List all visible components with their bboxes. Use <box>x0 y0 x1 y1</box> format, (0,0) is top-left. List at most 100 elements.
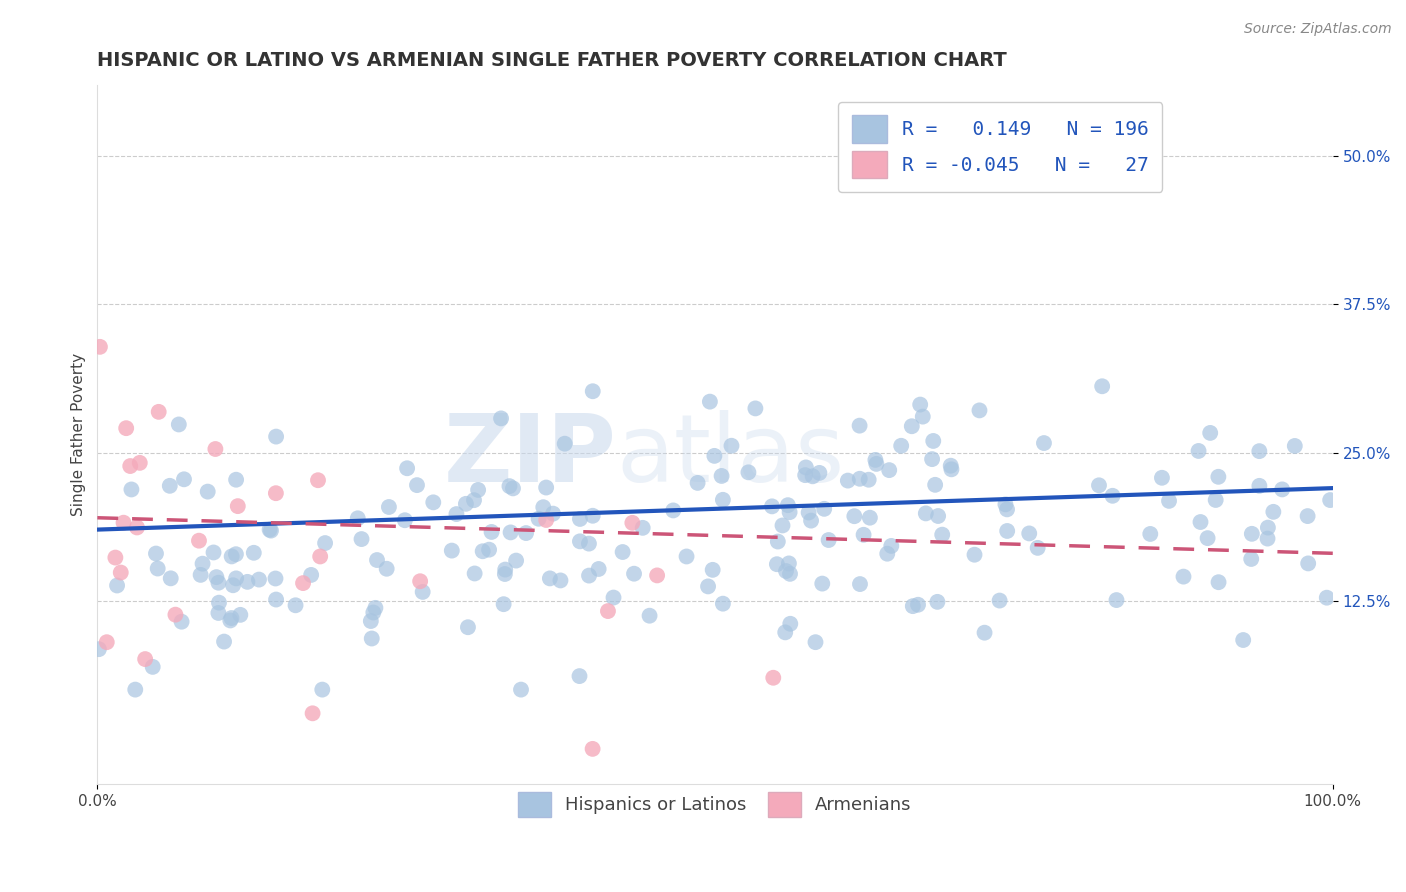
Point <box>481 524 503 539</box>
Point <box>766 534 789 549</box>
Point <box>406 478 429 492</box>
Point <box>776 498 799 512</box>
Point <box>124 682 146 697</box>
Point <box>797 506 820 520</box>
Legend: Hispanics or Latinos, Armenians: Hispanics or Latinos, Armenians <box>512 784 920 824</box>
Point <box>307 473 329 487</box>
Point <box>773 625 796 640</box>
Point <box>737 466 759 480</box>
Point <box>849 577 872 591</box>
Point <box>471 544 494 558</box>
Point <box>360 614 382 628</box>
Point <box>697 579 720 593</box>
Point <box>710 469 733 483</box>
Point <box>837 474 859 488</box>
Point <box>1232 633 1254 648</box>
Point <box>775 564 797 578</box>
Point <box>534 481 557 495</box>
Point <box>363 606 385 620</box>
Point <box>1284 439 1306 453</box>
Point <box>813 501 835 516</box>
Point <box>505 553 527 567</box>
Point <box>880 539 903 553</box>
Point <box>988 593 1011 607</box>
Point <box>588 562 610 576</box>
Point <box>527 512 550 526</box>
Point <box>779 505 801 519</box>
Point <box>1205 493 1227 508</box>
Point <box>1208 575 1230 590</box>
Point <box>366 553 388 567</box>
Point <box>778 557 800 571</box>
Point <box>260 524 283 538</box>
Point <box>89 340 111 354</box>
Point <box>494 567 516 582</box>
Point <box>360 632 382 646</box>
Point <box>120 458 142 473</box>
Point <box>931 527 953 541</box>
Point <box>412 585 434 599</box>
Point <box>927 508 949 523</box>
Point <box>779 616 801 631</box>
Point <box>907 598 929 612</box>
Point <box>314 536 336 550</box>
Point <box>963 548 986 562</box>
Point <box>188 533 211 548</box>
Point <box>568 512 591 526</box>
Point <box>911 409 934 424</box>
Point <box>463 493 485 508</box>
Point <box>703 449 725 463</box>
Point <box>498 479 520 493</box>
Point <box>105 578 128 592</box>
Point <box>1197 531 1219 545</box>
Point <box>941 462 963 476</box>
Point <box>264 486 287 500</box>
Point <box>515 526 537 541</box>
Point <box>699 394 721 409</box>
Point <box>844 509 866 524</box>
Point <box>104 550 127 565</box>
Point <box>865 457 887 471</box>
Point <box>284 599 307 613</box>
Point <box>148 405 170 419</box>
Point <box>973 625 995 640</box>
Point <box>939 458 962 473</box>
Point <box>378 500 401 514</box>
Point <box>531 500 554 515</box>
Point <box>492 597 515 611</box>
Point <box>554 436 576 450</box>
Point <box>541 507 564 521</box>
Point <box>762 671 785 685</box>
Point <box>908 398 931 412</box>
Point <box>686 475 709 490</box>
Point <box>848 472 870 486</box>
Point <box>125 520 148 534</box>
Point <box>264 429 287 443</box>
Text: ZIP: ZIP <box>443 409 616 502</box>
Point <box>236 574 259 589</box>
Point <box>292 576 315 591</box>
Point <box>534 513 557 527</box>
Point <box>1249 479 1271 493</box>
Point <box>243 546 266 560</box>
Point <box>1105 593 1128 607</box>
Point <box>364 600 387 615</box>
Point <box>901 419 924 434</box>
Point <box>478 542 501 557</box>
Point <box>225 473 247 487</box>
Point <box>877 463 900 477</box>
Point <box>247 573 270 587</box>
Point <box>578 536 600 550</box>
Point <box>582 384 605 399</box>
Point <box>631 521 654 535</box>
Point <box>621 516 644 530</box>
Point <box>1249 444 1271 458</box>
Point <box>914 507 936 521</box>
Point <box>1208 470 1230 484</box>
Point <box>800 514 823 528</box>
Point <box>142 660 165 674</box>
Point <box>848 418 870 433</box>
Point <box>811 576 834 591</box>
Point <box>852 528 875 542</box>
Point <box>494 563 516 577</box>
